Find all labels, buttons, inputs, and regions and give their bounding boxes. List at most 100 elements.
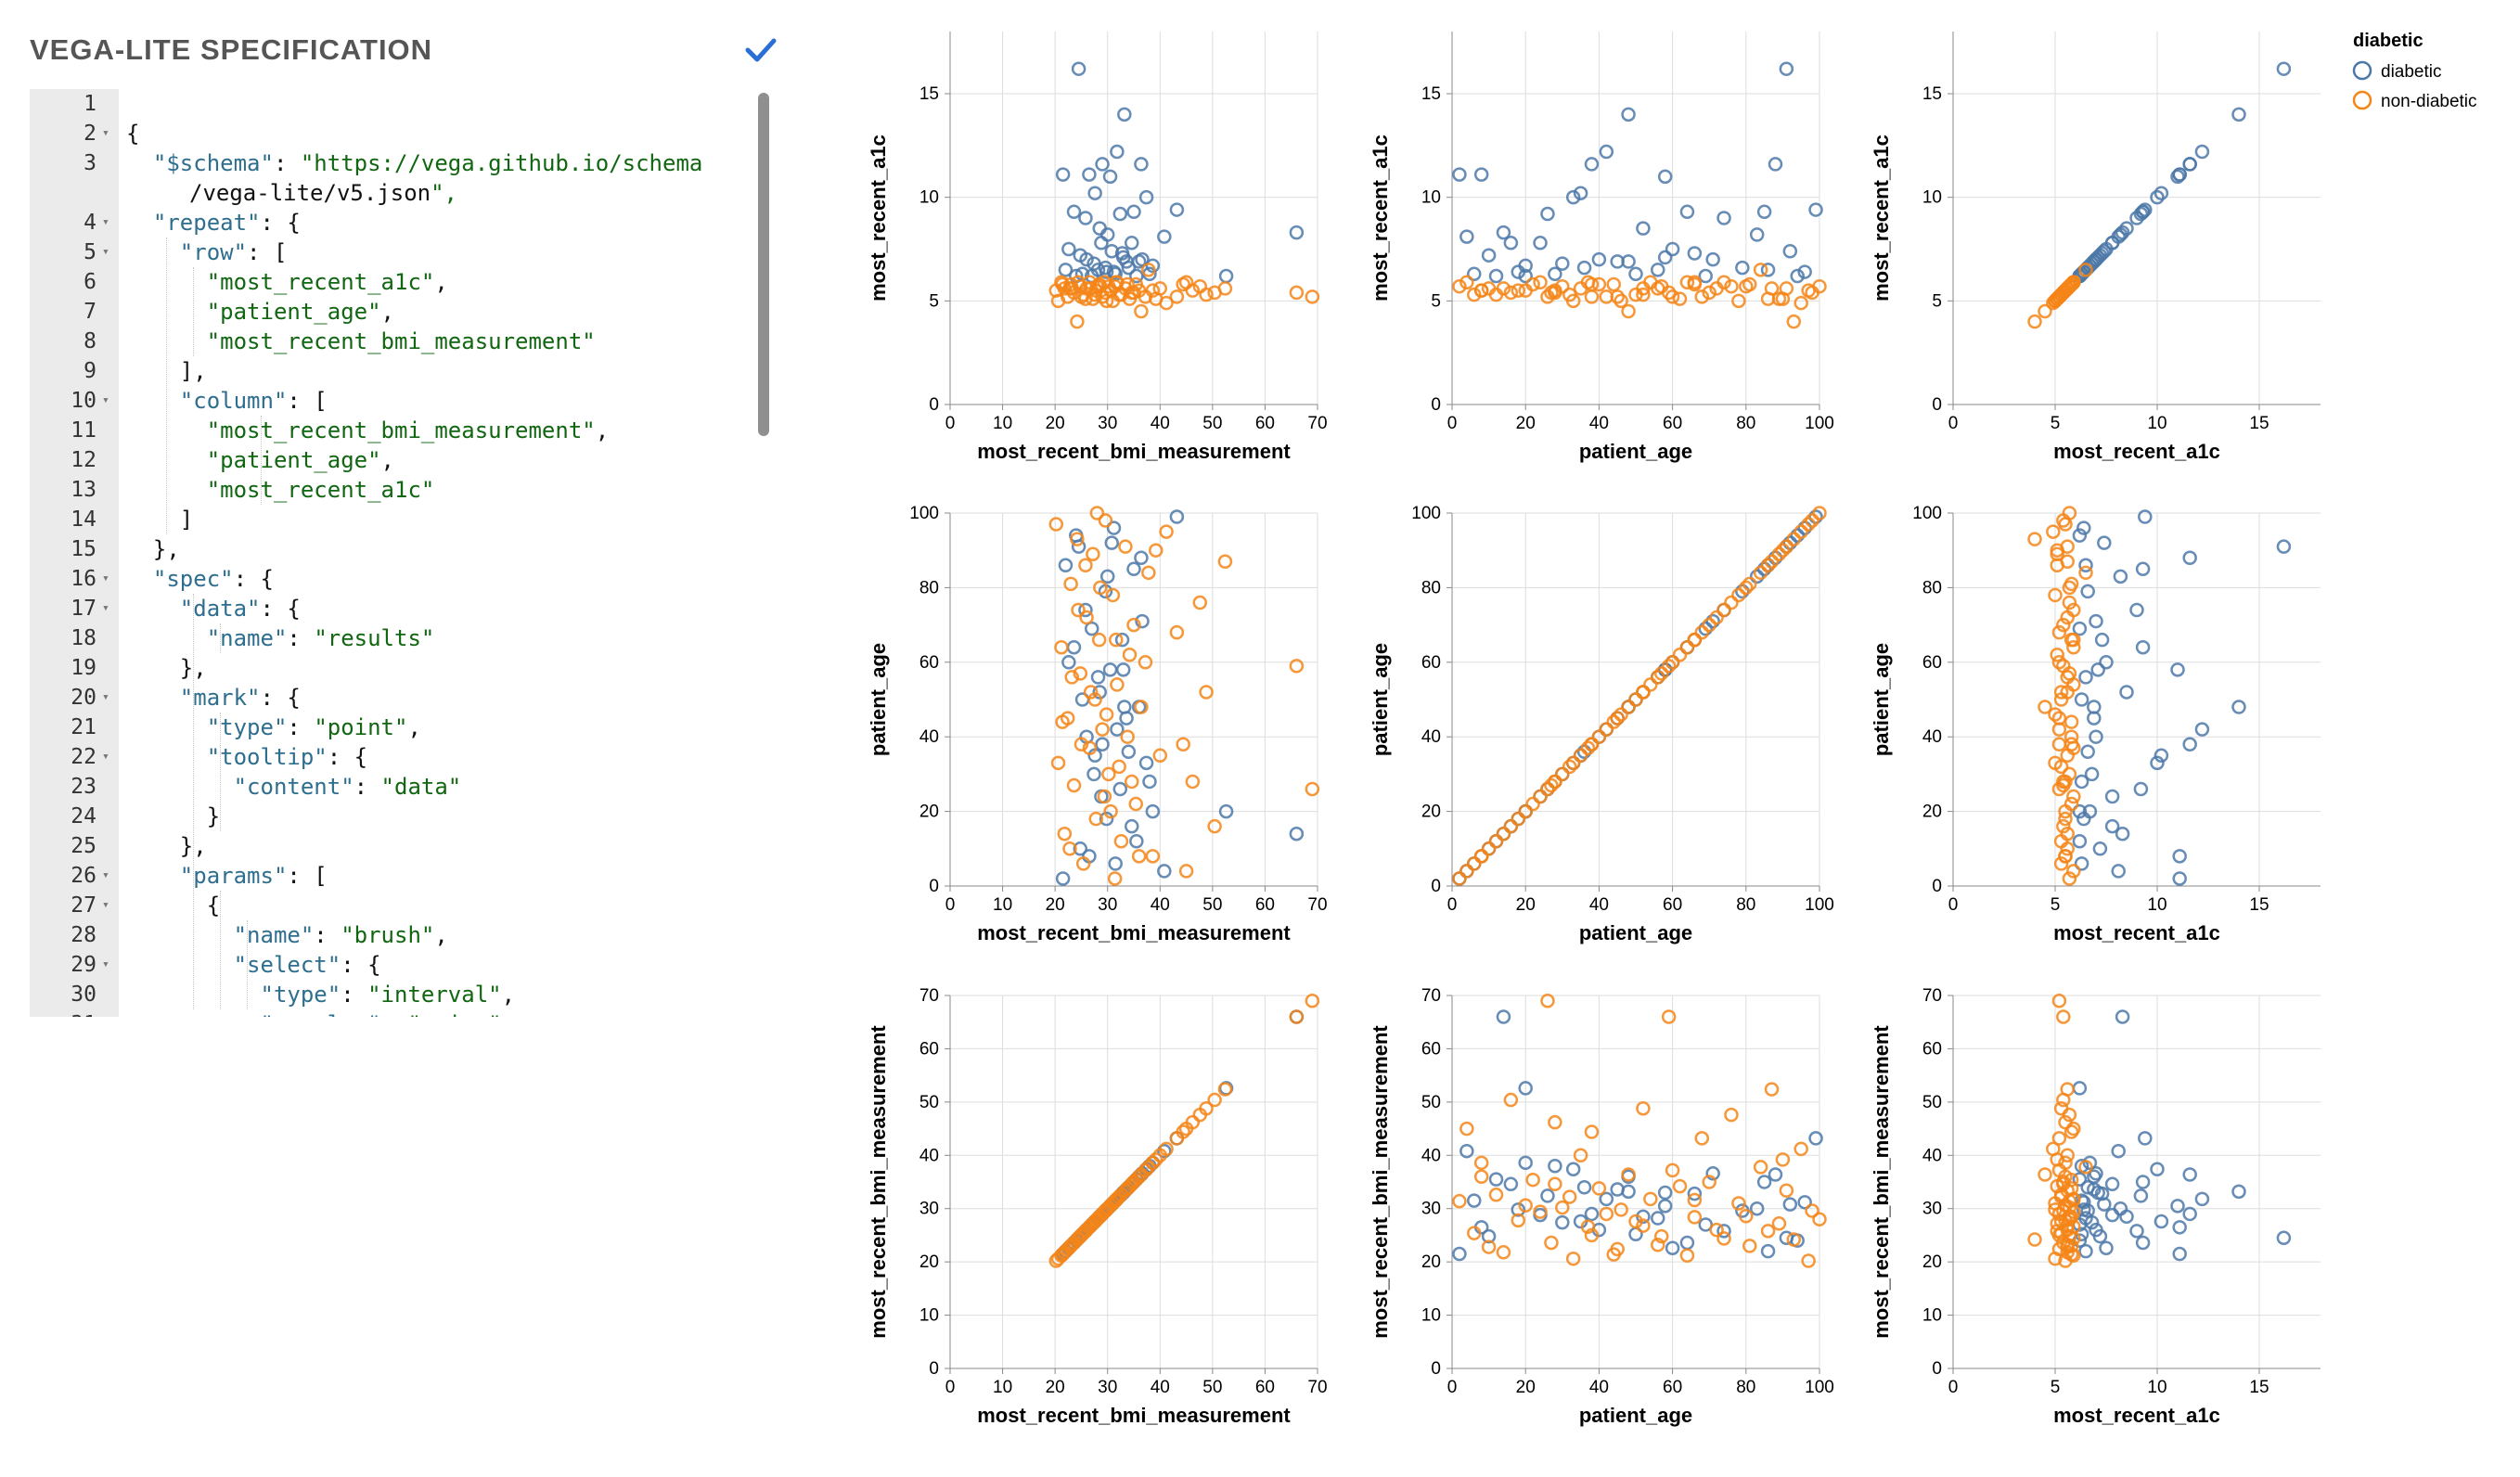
point-diabetic[interactable] (1218, 268, 1234, 284)
point-diabetic[interactable] (1467, 266, 1482, 282)
point-diabetic[interactable] (2099, 1240, 2114, 1255)
point-diabetic[interactable] (2090, 1185, 2105, 1201)
point-non-diabetic[interactable] (1091, 632, 1107, 648)
point-non-diabetic[interactable] (1099, 707, 1114, 722)
point-diabetic[interactable] (2150, 189, 2165, 205)
point-non-diabetic[interactable] (1128, 796, 1144, 812)
point-non-diabetic[interactable] (1305, 781, 1320, 797)
point-diabetic[interactable] (2182, 550, 2197, 565)
point-non-diabetic[interactable] (1070, 314, 1085, 329)
point-diabetic[interactable] (2092, 841, 2108, 856)
point-diabetic[interactable] (1621, 254, 1636, 269)
point-diabetic[interactable] (2087, 1169, 2102, 1185)
point-diabetic[interactable] (2170, 1199, 2185, 1214)
point-diabetic[interactable] (1797, 520, 1812, 535)
point-diabetic[interactable] (1628, 266, 1643, 282)
point-non-diabetic[interactable] (1134, 303, 1149, 319)
point-diabetic[interactable] (1533, 236, 1548, 250)
point-non-diabetic[interactable] (2050, 1152, 2064, 1167)
point-non-diabetic[interactable] (1496, 1245, 1511, 1260)
point-non-diabetic[interactable] (1099, 293, 1114, 309)
fold-toggle-icon[interactable]: ▾ (102, 572, 109, 585)
point-diabetic[interactable] (1782, 535, 1798, 550)
point-non-diabetic[interactable] (1687, 275, 1703, 289)
point-non-diabetic[interactable] (2066, 789, 2081, 804)
point-diabetic[interactable] (1481, 1228, 1497, 1244)
point-diabetic[interactable] (1055, 167, 1071, 182)
point-diabetic[interactable] (2104, 789, 2120, 804)
point-non-diabetic[interactable] (1199, 685, 1214, 700)
point-non-diabetic[interactable] (1122, 1178, 1138, 1194)
subplot-most_recent_a1c-vs-most_recent_a1c[interactable]: 0 5 10 15 0 5 10 15 most_recent_a1c most_recent_a… (1870, 32, 2321, 463)
point-non-diabetic[interactable] (1651, 281, 1665, 296)
point-diabetic[interactable] (1749, 569, 1765, 584)
point-non-diabetic[interactable] (1122, 648, 1138, 662)
point-diabetic[interactable] (2119, 685, 2134, 700)
fold-toggle-icon[interactable]: ▾ (102, 215, 109, 229)
point-non-diabetic[interactable] (2053, 287, 2069, 302)
point-non-diabetic[interactable] (1661, 659, 1677, 674)
point-non-diabetic[interactable] (1525, 796, 1540, 812)
point-non-diabetic[interactable] (2051, 1131, 2067, 1146)
point-non-diabetic[interactable] (1812, 278, 1827, 294)
point-non-diabetic[interactable] (1048, 517, 1064, 532)
point-non-diabetic[interactable] (1089, 506, 1105, 520)
point-non-diabetic[interactable] (1805, 1203, 1819, 1218)
point-diabetic[interactable] (2072, 1081, 2088, 1096)
point-diabetic[interactable] (1095, 737, 1110, 751)
point-non-diabetic[interactable] (1063, 576, 1078, 592)
point-diabetic[interactable] (1705, 613, 1720, 629)
point-non-diabetic[interactable] (1062, 1239, 1077, 1254)
point-non-diabetic[interactable] (1138, 655, 1153, 670)
point-non-diabetic[interactable] (1779, 539, 1794, 554)
point-non-diabetic[interactable] (1753, 1160, 1768, 1175)
point-diabetic[interactable] (1548, 266, 1562, 282)
subplot-patient_age-vs-most_recent_bmi_measurement[interactable]: 0 10 20 30 40 50 60 70 0 20 40 60 80 100 most_recent_b… (867, 504, 1328, 944)
point-non-diabetic[interactable] (2056, 818, 2071, 834)
point-non-diabetic[interactable] (1548, 774, 1562, 790)
point-diabetic[interactable] (1135, 613, 1150, 629)
point-diabetic[interactable] (1679, 204, 1695, 220)
point-diabetic[interactable] (1496, 225, 1511, 240)
point-diabetic[interactable] (2082, 1155, 2098, 1171)
point-diabetic[interactable] (1687, 1186, 1703, 1201)
point-non-diabetic[interactable] (1083, 281, 1099, 296)
point-non-diabetic[interactable] (1702, 617, 1716, 633)
point-diabetic[interactable] (1112, 781, 1128, 797)
point-non-diabetic[interactable] (2056, 1176, 2071, 1192)
point-diabetic[interactable] (1117, 107, 1132, 122)
point-non-diabetic[interactable] (2048, 707, 2063, 722)
point-non-diabetic[interactable] (1742, 1239, 1757, 1253)
point-diabetic[interactable] (1488, 268, 1504, 284)
point-non-diabetic[interactable] (1452, 871, 1467, 886)
point-diabetic[interactable] (2172, 871, 2187, 886)
point-non-diabetic[interactable] (1672, 291, 1688, 306)
point-diabetic[interactable] (1511, 264, 1526, 279)
point-diabetic[interactable] (2154, 748, 2169, 764)
point-diabetic[interactable] (1716, 211, 1731, 225)
point-diabetic[interactable] (1698, 1217, 1713, 1232)
point-diabetic[interactable] (2115, 1009, 2130, 1024)
point-non-diabetic[interactable] (1050, 1251, 1066, 1266)
point-diabetic[interactable] (2104, 236, 2120, 250)
point-diabetic[interactable] (2231, 1184, 2246, 1200)
point-non-diabetic[interactable] (1533, 1204, 1548, 1219)
point-non-diabetic[interactable] (1636, 1100, 1651, 1116)
point-diabetic[interactable] (1760, 1243, 1776, 1259)
point-diabetic[interactable] (1518, 1081, 1533, 1096)
point-diabetic[interactable] (1657, 1185, 1673, 1201)
point-diabetic[interactable] (1687, 246, 1703, 261)
point-non-diabetic[interactable] (1702, 285, 1716, 301)
point-diabetic[interactable] (1110, 722, 1125, 737)
point-diabetic[interactable] (1636, 221, 1651, 236)
point-diabetic[interactable] (1066, 204, 1082, 220)
point-non-diabetic[interactable] (1459, 275, 1474, 289)
subplot-most_recent_bmi_measurement-vs-patient_age[interactable]: 0 20 40 60 80 100 0 10 20 30 40 50 60 70 patient_age mo… (1369, 986, 1834, 1427)
point-diabetic[interactable] (2135, 1175, 2151, 1189)
point-non-diabetic[interactable] (1760, 558, 1776, 573)
point-non-diabetic[interactable] (1565, 1251, 1581, 1266)
point-non-diabetic[interactable] (1305, 289, 1320, 304)
point-non-diabetic[interactable] (1503, 285, 1519, 301)
point-non-diabetic[interactable] (1709, 1222, 1724, 1238)
point-non-diabetic[interactable] (1760, 291, 1776, 306)
